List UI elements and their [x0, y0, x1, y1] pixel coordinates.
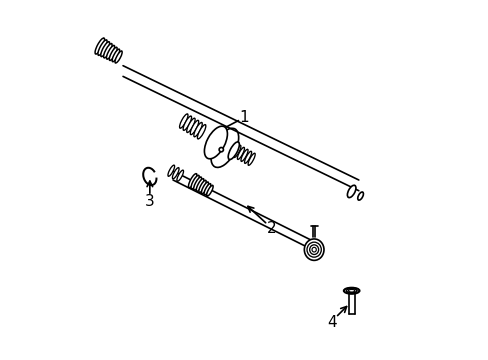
Ellipse shape	[98, 40, 107, 55]
Ellipse shape	[343, 288, 359, 294]
Ellipse shape	[237, 147, 244, 159]
Text: 1: 1	[239, 110, 249, 125]
Ellipse shape	[193, 177, 201, 190]
Ellipse shape	[190, 120, 198, 135]
Ellipse shape	[115, 51, 122, 63]
Ellipse shape	[188, 174, 197, 188]
Ellipse shape	[172, 168, 179, 179]
Ellipse shape	[304, 239, 324, 260]
Ellipse shape	[193, 122, 202, 137]
Ellipse shape	[346, 289, 356, 293]
Ellipse shape	[95, 38, 104, 54]
Ellipse shape	[247, 153, 255, 165]
Ellipse shape	[177, 170, 183, 181]
Ellipse shape	[357, 192, 363, 200]
Ellipse shape	[183, 116, 191, 130]
Ellipse shape	[241, 149, 247, 161]
Ellipse shape	[103, 44, 112, 58]
Text: 3: 3	[144, 194, 154, 209]
Ellipse shape	[206, 185, 213, 196]
Ellipse shape	[112, 49, 120, 62]
Ellipse shape	[199, 180, 206, 193]
Ellipse shape	[101, 42, 109, 57]
Ellipse shape	[244, 151, 251, 163]
Ellipse shape	[219, 148, 223, 152]
Ellipse shape	[309, 245, 318, 255]
Ellipse shape	[186, 118, 195, 132]
Ellipse shape	[306, 242, 321, 257]
Text: 2: 2	[266, 221, 276, 236]
Ellipse shape	[233, 145, 241, 157]
Ellipse shape	[191, 175, 199, 189]
Ellipse shape	[311, 247, 316, 252]
Ellipse shape	[167, 165, 174, 176]
Ellipse shape	[201, 182, 208, 194]
Ellipse shape	[203, 184, 210, 195]
Text: 4: 4	[326, 315, 336, 330]
Ellipse shape	[204, 126, 227, 159]
Ellipse shape	[197, 125, 205, 139]
Ellipse shape	[228, 142, 239, 159]
Ellipse shape	[179, 114, 187, 128]
Ellipse shape	[346, 185, 355, 198]
Ellipse shape	[196, 179, 203, 192]
Ellipse shape	[109, 47, 117, 60]
Ellipse shape	[106, 45, 114, 59]
